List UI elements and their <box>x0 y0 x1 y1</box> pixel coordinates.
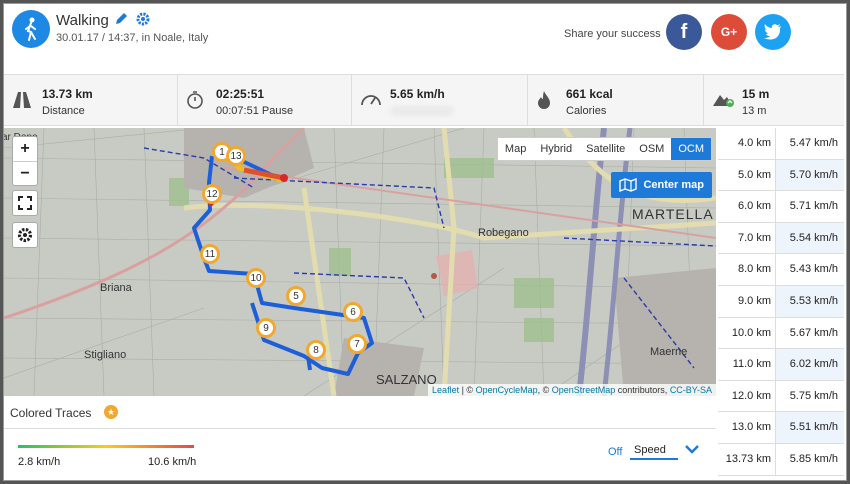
route-marker[interactable]: 12 <box>202 184 222 204</box>
map-layer-tabs: Map Hybrid Satellite OSM OCM <box>496 137 712 161</box>
twitter-share-button[interactable] <box>755 14 791 50</box>
colored-traces-title: Colored Traces <box>10 406 92 420</box>
star-icon: ★ <box>104 405 118 419</box>
route-marker[interactable]: 7 <box>347 334 367 354</box>
speed-value: 5.65 km/h <box>390 87 445 101</box>
speedometer-icon <box>360 90 382 113</box>
route-marker[interactable]: 13 <box>226 146 246 166</box>
stat-calories: 661 kcal Calories <box>528 75 704 125</box>
road-icon <box>12 90 32 115</box>
opencyclemap-link[interactable]: OpenCycleMap <box>475 385 538 395</box>
layer-tab-satellite[interactable]: Satellite <box>586 143 626 155</box>
pencil-icon[interactable] <box>114 12 128 31</box>
table-row: 12.0 km 5.75 km/h <box>718 380 844 413</box>
route-map[interactable]: MARTELLA Robegano Briana Stigliano SALZA… <box>4 128 716 396</box>
attrib-text: | © <box>459 385 476 395</box>
fullscreen-button[interactable] <box>12 190 38 216</box>
table-row: 9.0 km 5.53 km/h <box>718 285 844 318</box>
traces-metric-select[interactable]: Speed <box>630 442 678 460</box>
openstreetmap-link[interactable]: OpenStreetMap <box>551 385 616 395</box>
route-marker[interactable]: 9 <box>256 318 276 338</box>
walking-icon <box>12 10 50 48</box>
fullscreen-icon <box>18 196 32 210</box>
place-label-briana: Briana <box>100 282 132 294</box>
duration-value: 02:25:51 <box>216 87 265 101</box>
table-row: 10.0 km 5.67 km/h <box>718 317 844 350</box>
attrib-text: contributors, <box>615 385 670 395</box>
route-marker[interactable]: 10 <box>246 268 266 288</box>
calories-label: Calories <box>566 105 607 117</box>
layer-tab-hybrid[interactable]: Hybrid <box>540 143 573 155</box>
gradient-max-label: 10.6 km/h <box>148 456 197 468</box>
colored-traces-panel: Colored Traces ★ 2.8 km/h 10.6 km/h Off … <box>4 398 716 478</box>
place-label-salzano: SALZANO <box>376 372 437 387</box>
stat-duration: 02:25:51 00:07:51 Pause <box>178 75 352 125</box>
gear-icon <box>17 227 33 243</box>
map-settings-button[interactable] <box>12 222 38 248</box>
route-marker[interactable]: 6 <box>343 302 363 322</box>
table-row: 11.0 km 6.02 km/h <box>718 349 844 381</box>
map-icon <box>619 178 638 192</box>
table-row: 5.0 km 5.70 km/h <box>718 159 844 192</box>
calories-value: 661 kcal <box>566 87 613 101</box>
table-row: 13.0 km 5.51 km/h <box>718 412 844 444</box>
speed-gradient-legend <box>18 445 194 448</box>
googleplus-share-button[interactable]: G+ <box>711 14 747 50</box>
distance-value: 13.73 km <box>42 87 93 101</box>
place-label-stigliano: Stigliano <box>84 349 127 361</box>
activity-title: Walking <box>56 12 109 29</box>
pause-label: 00:07:51 Pause <box>216 105 294 117</box>
layer-tab-ocm[interactable]: OCM <box>671 138 711 160</box>
splits-table: 4.0 km 5.47 km/h 5.0 km 5.70 km/h 6.0 km 5.… <box>718 128 844 476</box>
route-marker[interactable]: 8 <box>306 340 326 360</box>
activity-subtitle: 30.01.17 / 14:37, in Noale, Italy <box>56 32 209 44</box>
map-attribution: Leaflet | © OpenCycleMap, © OpenStreetMa… <box>428 384 716 396</box>
leaflet-link[interactable]: Leaflet <box>432 385 460 395</box>
stats-bar: 13.73 km Distance 02:25:51 00:07:51 Paus… <box>4 74 844 126</box>
chevron-down-icon[interactable] <box>684 442 700 460</box>
table-row: 7.0 km 5.54 km/h <box>718 222 844 255</box>
stat-elevation: 15 m 13 m <box>704 75 844 125</box>
stat-speed: 5.65 km/h <box>352 75 528 125</box>
zoom-control: + − <box>12 136 38 186</box>
cc-by-sa-link[interactable]: CC-BY-SA <box>669 385 712 395</box>
gradient-min-label: 2.8 km/h <box>18 456 61 468</box>
center-map-button[interactable]: Center map <box>611 172 712 198</box>
table-row: 4.0 km 5.47 km/h <box>718 128 844 160</box>
route-marker[interactable]: 11 <box>200 244 220 264</box>
stat-distance: 13.73 km Distance <box>4 75 178 125</box>
elevation-down-value: 13 m <box>742 105 767 117</box>
table-row: 6.0 km 5.71 km/h <box>718 191 844 223</box>
activity-header: Walking 30.01.17 / 14:37, in Noale, Ital… <box>4 4 844 66</box>
place-label-robegano: Robegano <box>478 227 529 239</box>
divider <box>4 428 716 429</box>
place-label-martella: MARTELLA <box>632 206 714 222</box>
zoom-out-button[interactable]: − <box>13 161 37 185</box>
facebook-share-button[interactable]: f <box>666 14 702 50</box>
speed-label-blur <box>390 106 454 116</box>
gear-icon[interactable] <box>136 12 150 31</box>
flame-icon <box>536 90 552 115</box>
table-row: 8.0 km 5.43 km/h <box>718 254 844 286</box>
distance-label: Distance <box>42 105 85 117</box>
table-row: 13.73 km 5.85 km/h <box>718 443 844 476</box>
stopwatch-icon <box>186 90 204 115</box>
layer-tab-map[interactable]: Map <box>504 143 527 155</box>
route-marker[interactable]: 5 <box>286 286 306 306</box>
center-map-label: Center map <box>643 179 704 191</box>
elevation-up-value: 15 m <box>742 87 770 101</box>
layer-tab-osm[interactable]: OSM <box>639 143 665 155</box>
place-label-maerne: Maerne <box>650 346 688 358</box>
mountain-icon <box>712 90 736 113</box>
zoom-in-button[interactable]: + <box>20 140 30 157</box>
attrib-text: , © <box>537 385 552 395</box>
share-text: Share your success <box>564 28 661 40</box>
traces-off-option[interactable]: Off <box>608 446 623 458</box>
